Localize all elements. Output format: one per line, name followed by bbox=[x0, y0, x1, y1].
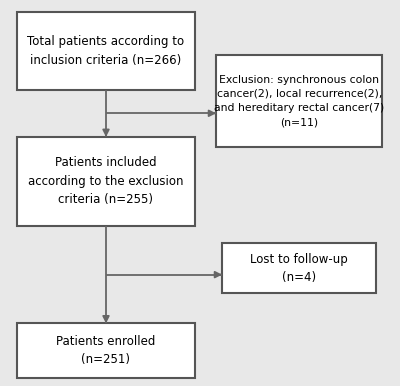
FancyBboxPatch shape bbox=[216, 55, 382, 147]
FancyBboxPatch shape bbox=[222, 243, 376, 293]
Text: Patients included
according to the exclusion
criteria (n=255): Patients included according to the exclu… bbox=[28, 156, 184, 207]
Text: Exclusion: synchronous colon
cancer(2), local recurrence(2),
and hereditary rect: Exclusion: synchronous colon cancer(2), … bbox=[214, 74, 384, 128]
FancyBboxPatch shape bbox=[17, 137, 195, 226]
Text: Lost to follow-up
(n=4): Lost to follow-up (n=4) bbox=[250, 252, 348, 284]
FancyBboxPatch shape bbox=[17, 12, 195, 90]
FancyBboxPatch shape bbox=[17, 323, 195, 378]
Text: Patients enrolled
(n=251): Patients enrolled (n=251) bbox=[56, 335, 156, 366]
Text: Total patients according to
inclusion criteria (n=266): Total patients according to inclusion cr… bbox=[28, 35, 184, 67]
